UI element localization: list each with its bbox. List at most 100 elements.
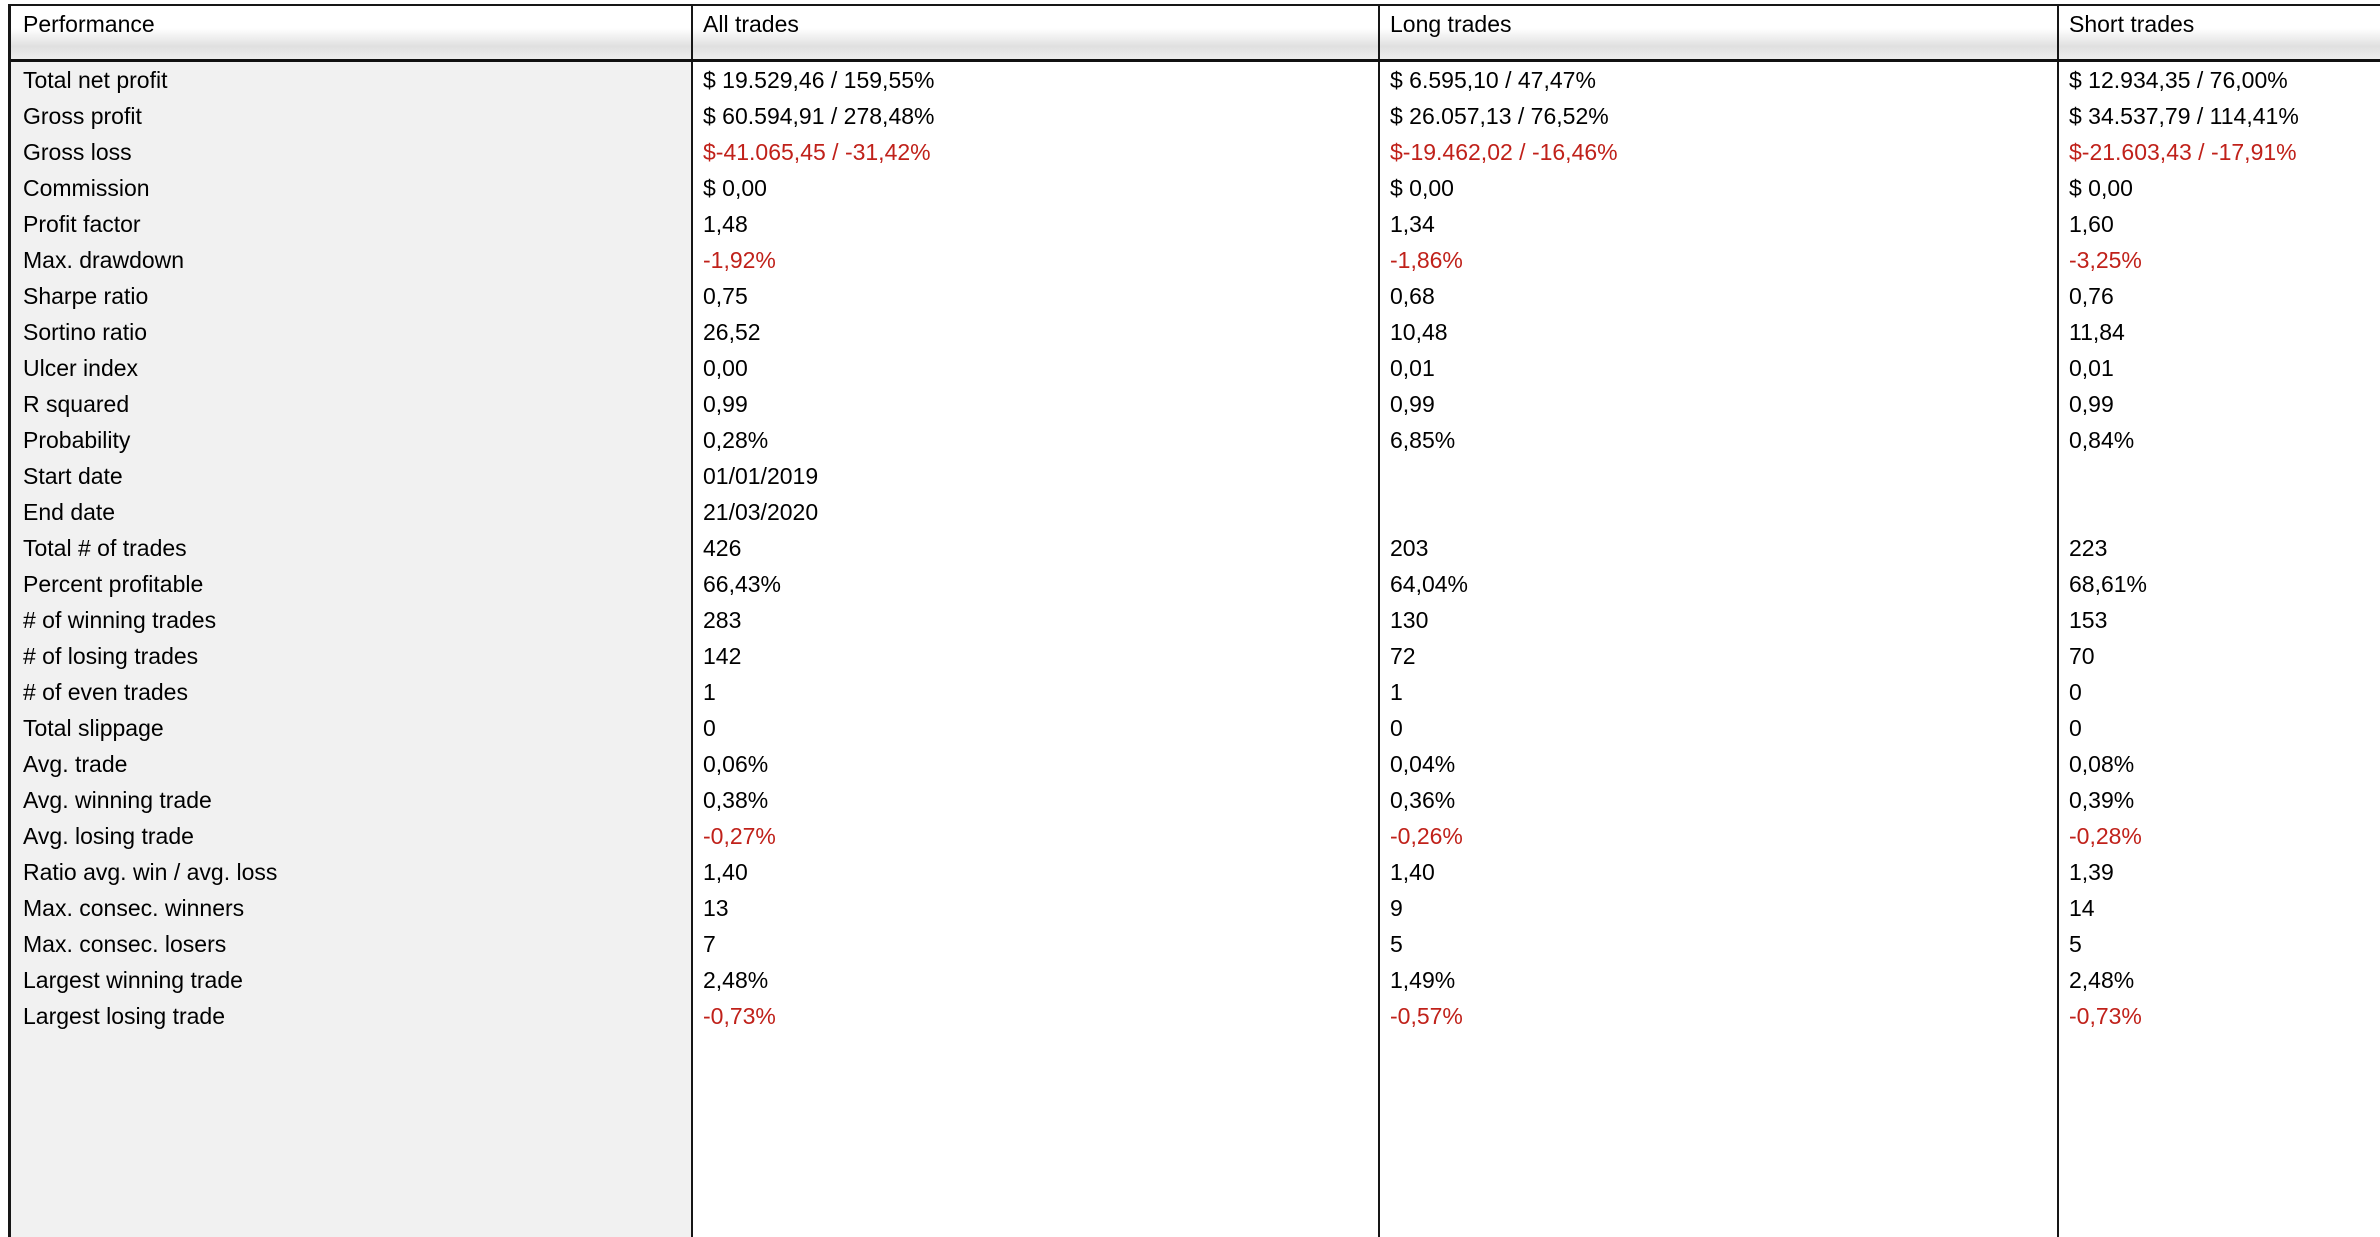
metric-value-cell: $ 12.934,35 / 76,00% bbox=[2057, 62, 2380, 98]
metric-value-cell: 0,28% bbox=[691, 422, 1378, 458]
metric-value-cell: 223 bbox=[2057, 530, 2380, 566]
metric-label-cell: Gross loss bbox=[11, 134, 691, 170]
filler-value-cell bbox=[691, 1034, 1378, 1237]
metric-value-cell: 72 bbox=[1378, 638, 2057, 674]
table-row: Total slippage 0 0 0 bbox=[11, 710, 2380, 746]
metric-value-cell: $ 6.595,10 / 47,47% bbox=[1378, 62, 2057, 98]
metric-value-cell: 11,84 bbox=[2057, 314, 2380, 350]
table-row: Ratio avg. win / avg. loss 1,40 1,40 1,39 bbox=[11, 854, 2380, 890]
metric-value-cell: 0 bbox=[691, 710, 1378, 746]
metric-value-cell: -1,86% bbox=[1378, 242, 2057, 278]
metric-label-cell: Gross profit bbox=[11, 98, 691, 134]
table-row: Sortino ratio 26,52 10,48 11,84 bbox=[11, 314, 2380, 350]
metric-value-cell: 0,84% bbox=[2057, 422, 2380, 458]
metric-value-cell: -0,26% bbox=[1378, 818, 2057, 854]
metric-value-cell: 1,40 bbox=[691, 854, 1378, 890]
metric-value-cell: 153 bbox=[2057, 602, 2380, 638]
metric-label-cell: Avg. winning trade bbox=[11, 782, 691, 818]
metric-value-cell: 142 bbox=[691, 638, 1378, 674]
metric-value-cell: 0,01 bbox=[2057, 350, 2380, 386]
metric-label-cell: R squared bbox=[11, 386, 691, 422]
metric-label-cell: Max. consec. losers bbox=[11, 926, 691, 962]
metric-value-cell: 1,39 bbox=[2057, 854, 2380, 890]
metric-value-cell: $ 34.537,79 / 114,41% bbox=[2057, 98, 2380, 134]
metric-label-cell: Ratio avg. win / avg. loss bbox=[11, 854, 691, 890]
metric-label-cell: Avg. losing trade bbox=[11, 818, 691, 854]
table-row: Profit factor 1,48 1,34 1,60 bbox=[11, 206, 2380, 242]
metric-label-cell: Probability bbox=[11, 422, 691, 458]
metric-label-cell: Commission bbox=[11, 170, 691, 206]
metric-value-cell: 0,39% bbox=[2057, 782, 2380, 818]
table-row: End date 21/03/2020 bbox=[11, 494, 2380, 530]
table-row: Gross loss $-41.065,45 / -31,42% $-19.462,… bbox=[11, 134, 2380, 170]
filler-value-cell bbox=[1378, 1034, 2057, 1237]
metric-value-cell: 0,00 bbox=[691, 350, 1378, 386]
metric-label-cell: Largest winning trade bbox=[11, 962, 691, 998]
table-row: Avg. trade 0,06% 0,04% 0,08% bbox=[11, 746, 2380, 782]
metric-value-cell: $ 19.529,46 / 159,55% bbox=[691, 62, 1378, 98]
metric-value-cell: 1 bbox=[691, 674, 1378, 710]
metric-value-cell: 203 bbox=[1378, 530, 2057, 566]
metric-value-cell: 1,34 bbox=[1378, 206, 2057, 242]
metric-value-cell: 0,75 bbox=[691, 278, 1378, 314]
metric-value-cell: 1,40 bbox=[1378, 854, 2057, 890]
metric-value-cell: -1,92% bbox=[691, 242, 1378, 278]
metric-label-cell: Sortino ratio bbox=[11, 314, 691, 350]
table-row: Total net profit $ 19.529,46 / 159,55% $ 6… bbox=[11, 62, 2380, 98]
metric-value-cell: $-19.462,02 / -16,46% bbox=[1378, 134, 2057, 170]
metric-value-cell: $-41.065,45 / -31,42% bbox=[691, 134, 1378, 170]
performance-report-table: Performance All trades Long trades Short… bbox=[8, 4, 2380, 1237]
metric-value-cell: 0 bbox=[2057, 710, 2380, 746]
table-header-row: Performance All trades Long trades Short… bbox=[11, 6, 2380, 62]
table-row: Avg. losing trade -0,27% -0,26% -0,28% bbox=[11, 818, 2380, 854]
metric-value-cell: 26,52 bbox=[691, 314, 1378, 350]
metric-label-cell: Total # of trades bbox=[11, 530, 691, 566]
metric-value-cell: 5 bbox=[1378, 926, 2057, 962]
metric-value-cell: -0,73% bbox=[691, 998, 1378, 1034]
metric-value-cell: $ 0,00 bbox=[1378, 170, 2057, 206]
table-row: Max. drawdown -1,92% -1,86% -3,25% bbox=[11, 242, 2380, 278]
table-row: Commission $ 0,00 $ 0,00 $ 0,00 bbox=[11, 170, 2380, 206]
metric-value-cell: 7 bbox=[691, 926, 1378, 962]
metric-value-cell: 10,48 bbox=[1378, 314, 2057, 350]
metric-value-cell: 21/03/2020 bbox=[691, 494, 1378, 530]
metric-value-cell: 0,38% bbox=[691, 782, 1378, 818]
metric-value-cell: 1,60 bbox=[2057, 206, 2380, 242]
metric-value-cell: 0,76 bbox=[2057, 278, 2380, 314]
metric-value-cell: -0,57% bbox=[1378, 998, 2057, 1034]
filler-row bbox=[11, 1034, 2380, 1237]
metric-value-cell: -0,73% bbox=[2057, 998, 2380, 1034]
metric-value-cell: 2,48% bbox=[2057, 962, 2380, 998]
table-row: R squared 0,99 0,99 0,99 bbox=[11, 386, 2380, 422]
metric-value-cell bbox=[1378, 494, 2057, 530]
metric-value-cell: 283 bbox=[691, 602, 1378, 638]
table-row: Start date 01/01/2019 bbox=[11, 458, 2380, 494]
metric-value-cell: $-21.603,43 / -17,91% bbox=[2057, 134, 2380, 170]
metric-value-cell: 0,36% bbox=[1378, 782, 2057, 818]
metric-value-cell: 0,08% bbox=[2057, 746, 2380, 782]
metric-value-cell: 66,43% bbox=[691, 566, 1378, 602]
table-row: # of even trades 1 1 0 bbox=[11, 674, 2380, 710]
metric-label-cell: Profit factor bbox=[11, 206, 691, 242]
header-performance: Performance bbox=[23, 11, 155, 37]
header-all-trades: All trades bbox=[691, 6, 1378, 59]
metric-value-cell: $ 0,00 bbox=[691, 170, 1378, 206]
table-row: Largest losing trade -0,73% -0,57% -0,73% bbox=[11, 998, 2380, 1034]
metric-value-cell: 70 bbox=[2057, 638, 2380, 674]
metric-value-cell bbox=[1378, 458, 2057, 494]
metric-label-cell: Largest losing trade bbox=[11, 998, 691, 1034]
metric-value-cell: 6,85% bbox=[1378, 422, 2057, 458]
metric-value-cell: 64,04% bbox=[1378, 566, 2057, 602]
metric-label-cell: # of losing trades bbox=[11, 638, 691, 674]
table-row: Sharpe ratio 0,75 0,68 0,76 bbox=[11, 278, 2380, 314]
metric-value-cell: 13 bbox=[691, 890, 1378, 926]
metric-label-cell: Total slippage bbox=[11, 710, 691, 746]
metric-label-cell: Ulcer index bbox=[11, 350, 691, 386]
table-row: Ulcer index 0,00 0,01 0,01 bbox=[11, 350, 2380, 386]
metric-value-cell: 0,99 bbox=[1378, 386, 2057, 422]
metric-label-cell: Total net profit bbox=[11, 62, 691, 98]
metric-label-cell: Avg. trade bbox=[11, 746, 691, 782]
metric-value-cell: 0,06% bbox=[691, 746, 1378, 782]
metric-value-cell: 0,68 bbox=[1378, 278, 2057, 314]
table-row: Max. consec. winners 13 9 14 bbox=[11, 890, 2380, 926]
